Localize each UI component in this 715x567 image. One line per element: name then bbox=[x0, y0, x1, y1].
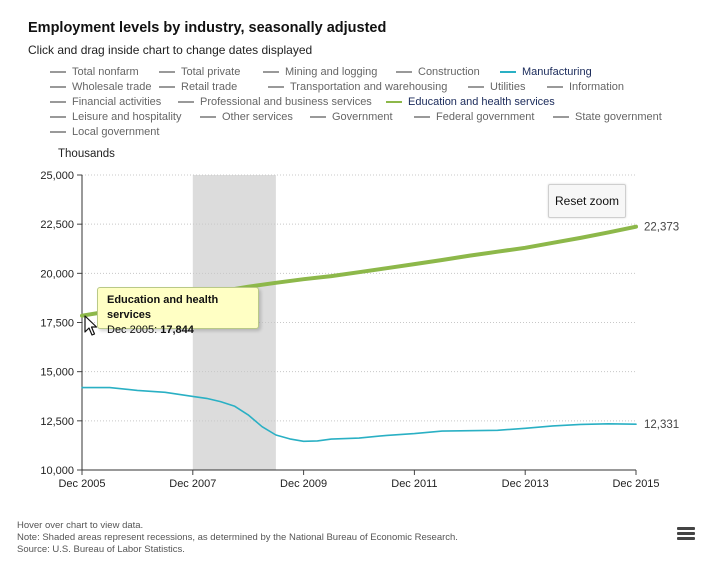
tooltip-value: 17,844 bbox=[160, 324, 194, 336]
legend-swatch bbox=[50, 131, 66, 133]
legend-item-financial-activities[interactable]: Financial activities bbox=[50, 96, 161, 108]
x-tick-label: Dec 2011 bbox=[391, 478, 437, 490]
legend-item-leisure-hospitality[interactable]: Leisure and hospitality bbox=[50, 111, 181, 123]
legend-label: Mining and logging bbox=[285, 66, 378, 78]
legend-swatch bbox=[50, 116, 66, 118]
legend-item-utilities[interactable]: Utilities bbox=[468, 81, 525, 93]
legend-swatch bbox=[159, 71, 175, 73]
legend-swatch bbox=[414, 116, 430, 118]
end-value-label-manufacturing: 12,331 bbox=[644, 419, 679, 431]
legend-item-total-private[interactable]: Total private bbox=[159, 66, 240, 78]
legend-swatch bbox=[468, 86, 484, 88]
chart-title: Employment levels by industry, seasonall… bbox=[28, 20, 387, 36]
series-line-manufacturing bbox=[81, 386, 637, 443]
data-tooltip: Education and health services Dec 2005: … bbox=[97, 287, 259, 336]
legend-label: Local government bbox=[72, 126, 160, 138]
y-tick-label: 17,500 bbox=[40, 318, 74, 330]
legend-item-total-nonfarm[interactable]: Total nonfarm bbox=[50, 66, 139, 78]
legend-swatch bbox=[500, 71, 516, 73]
legend-swatch bbox=[50, 86, 66, 88]
legend-label: Professional and business services bbox=[200, 96, 372, 108]
legend-swatch bbox=[159, 86, 175, 88]
end-labels: 22,373 12,331 bbox=[644, 222, 679, 431]
y-tick-label: 15,000 bbox=[40, 367, 74, 379]
legend-label: Government bbox=[332, 111, 393, 123]
legend-item-professional-business[interactable]: Professional and business services bbox=[178, 96, 372, 108]
footer-recession-note: Note: Shaded areas represent recessions,… bbox=[17, 532, 458, 543]
x-tick-label: Dec 2005 bbox=[58, 478, 105, 490]
legend: Total nonfarm Total private Mining and l… bbox=[50, 64, 690, 144]
x-tick-label: Dec 2009 bbox=[280, 478, 327, 490]
legend-label: Other services bbox=[222, 111, 293, 123]
tooltip-date: Dec 2005: bbox=[107, 324, 158, 336]
x-tick-label: Dec 2015 bbox=[612, 478, 659, 490]
line-chart[interactable]: 10,000 12,500 15,000 17,500 20,000 22,500 25,0… bbox=[0, 160, 715, 500]
legend-item-retail-trade[interactable]: Retail trade bbox=[159, 81, 237, 93]
legend-swatch bbox=[386, 101, 402, 103]
legend-label: Wholesale trade bbox=[72, 81, 152, 93]
y-tick-label: 22,500 bbox=[40, 219, 74, 231]
legend-label: State government bbox=[575, 111, 662, 123]
legend-swatch bbox=[547, 86, 563, 88]
legend-item-construction[interactable]: Construction bbox=[396, 66, 480, 78]
x-tick-label: Dec 2007 bbox=[169, 478, 216, 490]
legend-label: Transportation and warehousing bbox=[290, 81, 448, 93]
legend-item-federal-government[interactable]: Federal government bbox=[414, 111, 534, 123]
legend-item-information[interactable]: Information bbox=[547, 81, 624, 93]
legend-label: Financial activities bbox=[72, 96, 162, 108]
legend-item-state-government[interactable]: State government bbox=[553, 111, 662, 123]
legend-item-government[interactable]: Government bbox=[310, 111, 393, 123]
axes: 10,000 12,500 15,000 17,500 20,000 22,500 25,0… bbox=[40, 170, 659, 490]
legend-swatch bbox=[263, 71, 279, 73]
legend-swatch bbox=[50, 71, 66, 73]
y-tick-label: 10,000 bbox=[40, 465, 74, 477]
legend-item-education-health[interactable]: Education and health services bbox=[386, 96, 555, 108]
legend-label: Total private bbox=[181, 66, 241, 78]
legend-label: Utilities bbox=[490, 81, 526, 93]
chart-subtitle: Click and drag inside chart to change da… bbox=[28, 43, 313, 57]
legend-label: Leisure and hospitality bbox=[72, 111, 182, 123]
y-axis-units-label: Thousands bbox=[58, 148, 115, 160]
tooltip-series-name: Education and health services bbox=[107, 294, 219, 321]
reset-zoom-button[interactable]: Reset zoom bbox=[548, 184, 626, 218]
legend-label: Information bbox=[569, 81, 625, 93]
legend-label: Retail trade bbox=[181, 81, 238, 93]
legend-swatch bbox=[553, 116, 569, 118]
legend-swatch bbox=[178, 101, 194, 103]
legend-swatch bbox=[396, 71, 412, 73]
mouse-pointer-icon bbox=[84, 315, 98, 336]
footer-source: Source: U.S. Bureau of Labor Statistics. bbox=[17, 544, 185, 555]
legend-label: Construction bbox=[418, 66, 480, 78]
legend-item-local-government[interactable]: Local government bbox=[50, 126, 159, 138]
hamburger-menu-icon[interactable] bbox=[677, 527, 695, 541]
legend-label: Total nonfarm bbox=[72, 66, 139, 78]
footer-hover-hint: Hover over chart to view data. bbox=[17, 520, 144, 531]
legend-swatch bbox=[50, 101, 66, 103]
chart-footer: Hover over chart to view data. Note: Sha… bbox=[17, 520, 458, 556]
legend-item-wholesale-trade[interactable]: Wholesale trade bbox=[50, 81, 152, 93]
end-value-label-education-and-health-services: 22,373 bbox=[644, 222, 679, 234]
legend-swatch bbox=[268, 86, 284, 88]
y-tick-label: 25,000 bbox=[40, 170, 74, 182]
legend-item-mining-and-logging[interactable]: Mining and logging bbox=[263, 66, 377, 78]
legend-item-manufacturing[interactable]: Manufacturing bbox=[500, 66, 592, 78]
y-tick-label: 20,000 bbox=[40, 268, 74, 280]
legend-item-transportation[interactable]: Transportation and warehousing bbox=[268, 81, 447, 93]
legend-label: Federal government bbox=[436, 111, 535, 123]
legend-item-other-services[interactable]: Other services bbox=[200, 111, 293, 123]
legend-swatch bbox=[310, 116, 326, 118]
y-tick-label: 12,500 bbox=[40, 416, 74, 428]
x-tick-label: Dec 2013 bbox=[502, 478, 549, 490]
legend-swatch bbox=[200, 116, 216, 118]
tooltip-value-line: Dec 2005: 17,844 bbox=[107, 323, 258, 338]
legend-label: Manufacturing bbox=[522, 66, 592, 78]
legend-label: Education and health services bbox=[408, 96, 555, 108]
